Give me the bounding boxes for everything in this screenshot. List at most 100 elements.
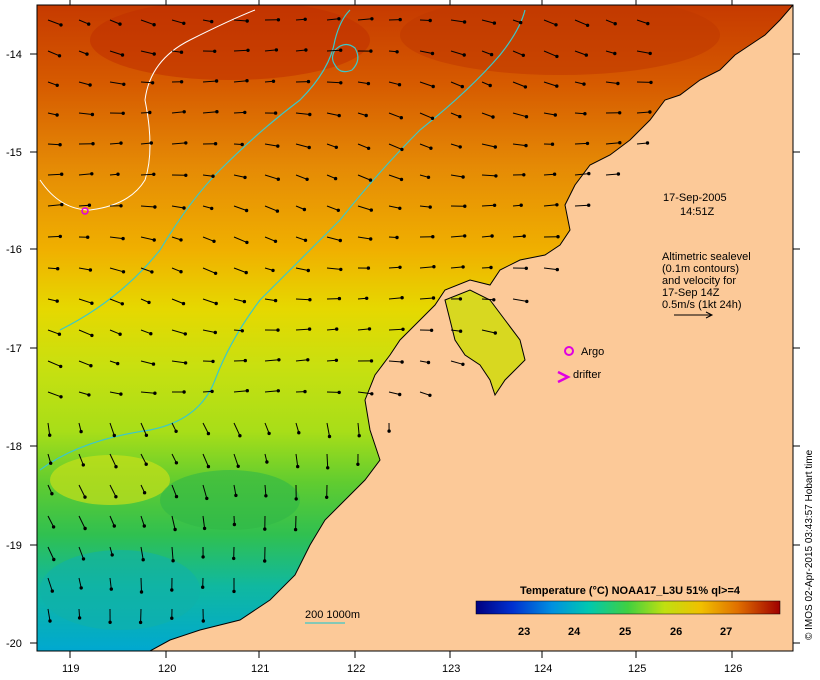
velocity-arrow bbox=[543, 19, 557, 26]
velocity-arrow-head bbox=[553, 113, 557, 117]
velocity-arrow bbox=[419, 143, 432, 149]
velocity-arrow bbox=[512, 81, 526, 88]
velocity-arrow-head bbox=[60, 172, 64, 176]
velocity-arrow bbox=[326, 81, 341, 84]
velocity-arrow-head bbox=[182, 390, 186, 394]
velocity-arrow bbox=[171, 19, 184, 24]
velocity-arrow-head bbox=[170, 616, 174, 620]
velocity-arrow-head bbox=[426, 175, 431, 180]
argo-float-marker bbox=[81, 207, 89, 215]
velocity-arrow-head bbox=[240, 329, 245, 333]
velocity-arrow bbox=[140, 50, 155, 55]
velocity-arrow bbox=[109, 81, 124, 85]
velocity-arrow bbox=[140, 329, 151, 335]
velocity-arrow-head bbox=[399, 177, 404, 182]
velocity-arrow-head bbox=[462, 53, 466, 57]
velocity-arrow-head bbox=[555, 203, 559, 207]
velocity-arrow-head bbox=[52, 557, 56, 562]
depth-contour-label: 200 1000m bbox=[305, 609, 360, 621]
velocity-arrow bbox=[295, 112, 310, 115]
velocity-arrow bbox=[140, 453, 147, 465]
velocity-arrow-head bbox=[492, 203, 497, 208]
velocity-arrow-head bbox=[213, 142, 218, 146]
velocity-arrow bbox=[295, 328, 310, 331]
velocity-arrow-head bbox=[585, 23, 590, 27]
lat-axis bbox=[30, 53, 800, 644]
velocity-arrow-head bbox=[277, 358, 281, 362]
velocity-arrow-head bbox=[234, 493, 238, 498]
velocity-arrow-head bbox=[174, 429, 178, 433]
velocity-arrow-head bbox=[583, 112, 587, 116]
velocity-arrow-head bbox=[356, 462, 360, 466]
velocity-arrow-head bbox=[308, 298, 312, 302]
velocity-arrow-head bbox=[370, 17, 374, 21]
velocity-arrow-head bbox=[297, 431, 301, 435]
velocity-arrow bbox=[109, 329, 121, 335]
velocity-arrow bbox=[140, 205, 155, 208]
velocity-arrow bbox=[605, 173, 619, 176]
velocity-arrow-head bbox=[524, 143, 528, 148]
velocity-arrow-head bbox=[118, 22, 122, 26]
velocity-arrow-head bbox=[308, 112, 312, 117]
velocity-arrow bbox=[543, 81, 557, 87]
velocity-arrow-head bbox=[243, 358, 248, 363]
plot-frame bbox=[36, 4, 794, 652]
velocity-arrow-head bbox=[306, 358, 310, 362]
velocity-arrow bbox=[47, 143, 61, 146]
velocity-arrow-head bbox=[336, 208, 340, 213]
drifter-legend-marker bbox=[557, 370, 571, 384]
velocity-arrow-head bbox=[294, 497, 298, 501]
velocity-arrow bbox=[388, 266, 401, 269]
velocity-arrow-head bbox=[51, 525, 56, 529]
velocity-arrow-head bbox=[552, 172, 557, 176]
velocity-arrow-head bbox=[89, 364, 93, 368]
velocity-arrow-head bbox=[50, 589, 54, 593]
velocity-arrow bbox=[109, 267, 124, 273]
velocity-arrow-head bbox=[524, 266, 528, 270]
velocity-arrow-head bbox=[153, 205, 157, 209]
velocity-arrow bbox=[357, 236, 371, 240]
velocity-arrow-head bbox=[276, 177, 280, 181]
velocity-arrow-head bbox=[202, 526, 207, 531]
velocity-arrow bbox=[233, 236, 248, 243]
colorbar-title: Temperature (°C) NOAA17_L3U 51% ql>=4 bbox=[520, 585, 741, 597]
velocity-arrow-head bbox=[430, 51, 435, 56]
velocity-arrow bbox=[450, 81, 463, 88]
velocity-arrow bbox=[481, 329, 496, 334]
velocity-arrow bbox=[419, 297, 434, 300]
velocity-arrow-head bbox=[461, 362, 465, 366]
velocity-arrow-head bbox=[429, 328, 434, 332]
velocity-arrow bbox=[109, 453, 117, 467]
velocity-arrow-head bbox=[276, 18, 281, 22]
velocity-arrow bbox=[47, 204, 62, 207]
bathymetry-1000m bbox=[59, 9, 351, 331]
velocity-arrow-head bbox=[182, 206, 186, 210]
velocity-arrow-head bbox=[213, 330, 218, 335]
velocity-arrow-head bbox=[306, 79, 311, 84]
velocity-arrow bbox=[419, 50, 433, 54]
velocity-arrow bbox=[357, 328, 370, 331]
velocity-arrow bbox=[140, 81, 153, 84]
velocity-arrow bbox=[109, 50, 123, 56]
velocity-arrow-head bbox=[245, 389, 250, 393]
velocity-arrow-head bbox=[57, 54, 62, 58]
velocity-arrow-head bbox=[365, 296, 369, 300]
velocity-arrow-head bbox=[461, 175, 465, 179]
velocity-arrow-head bbox=[243, 175, 247, 180]
velocity-arrow-head bbox=[245, 79, 249, 83]
velocity-arrow-head bbox=[79, 586, 83, 590]
colorbar-label-24: 24 bbox=[568, 626, 581, 638]
velocity-arrow bbox=[264, 174, 279, 180]
velocity-arrow bbox=[264, 49, 277, 52]
velocity-arrow bbox=[264, 205, 278, 212]
velocity-arrow-head bbox=[327, 434, 332, 439]
velocity-arrow-head bbox=[334, 358, 339, 362]
velocity-arrow-head bbox=[139, 590, 144, 594]
velocity-arrow-head bbox=[267, 431, 271, 436]
velocity-arrow-head bbox=[206, 431, 211, 436]
velocity-arrow-head bbox=[522, 173, 526, 177]
velocity-arrow bbox=[450, 19, 465, 23]
velocity-arrow-head bbox=[463, 204, 467, 208]
velocity-arrow-head bbox=[400, 360, 404, 364]
velocity-arrow bbox=[295, 267, 309, 271]
